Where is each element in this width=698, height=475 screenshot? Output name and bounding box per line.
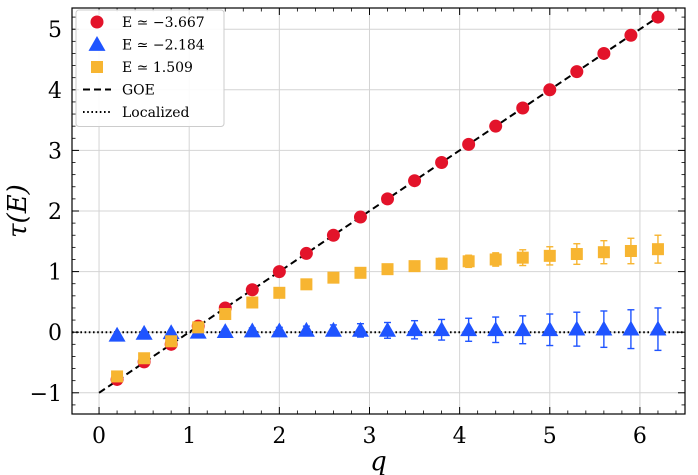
data-point — [516, 251, 529, 264]
data-point — [570, 248, 583, 261]
y-tick-label: 5 — [48, 18, 62, 43]
data-point — [487, 321, 505, 337]
x-tick-label: 0 — [92, 424, 106, 449]
data-point — [568, 320, 586, 336]
data-point — [516, 101, 530, 115]
x-tick-label: 6 — [633, 424, 647, 449]
data-point — [624, 28, 638, 42]
data-point — [595, 320, 613, 336]
data-point — [135, 324, 153, 340]
y-tick-label: 0 — [48, 321, 62, 346]
data-point — [460, 321, 478, 337]
data-point — [624, 244, 637, 257]
legend-label: GOE — [122, 83, 155, 99]
legend-label: E ≃ −2.184 — [122, 38, 205, 54]
data-markers — [108, 10, 667, 386]
data-point — [381, 192, 395, 206]
x-tick-label: 1 — [182, 424, 196, 449]
legend-marker — [90, 15, 104, 29]
data-point — [622, 320, 640, 336]
legend-label: Localized — [122, 105, 190, 121]
y-tick-label: 1 — [48, 261, 62, 286]
data-point — [243, 322, 261, 338]
data-point — [651, 10, 665, 24]
y-tick-label: 2 — [48, 200, 62, 225]
data-point — [649, 320, 667, 336]
data-point — [462, 137, 476, 151]
legend: E ≃ −3.667 E ≃ −2.184 E ≃ 1.509 GOE Localize… — [75, 9, 225, 127]
y-tick-label: 3 — [48, 139, 62, 164]
data-point — [273, 286, 286, 299]
data-point — [108, 326, 126, 342]
data-point — [138, 352, 151, 365]
data-point — [246, 296, 259, 309]
data-point — [327, 271, 340, 284]
data-point — [354, 266, 367, 279]
data-point — [381, 263, 394, 276]
data-point — [408, 260, 421, 273]
data-point — [351, 321, 369, 337]
data-point — [324, 321, 342, 337]
data-point — [326, 228, 340, 242]
data-point — [299, 246, 313, 260]
data-point — [462, 255, 475, 268]
data-point — [541, 321, 559, 337]
x-tick-label: 4 — [453, 424, 467, 449]
legend-marker — [88, 36, 106, 51]
data-point — [435, 156, 449, 170]
data-point — [435, 257, 448, 270]
legend-marker — [91, 61, 103, 73]
data-point — [216, 323, 234, 338]
data-point — [597, 46, 611, 60]
data-point — [270, 322, 288, 338]
data-point — [543, 83, 557, 97]
data-point — [192, 321, 205, 334]
x-tick-label: 2 — [272, 424, 286, 449]
data-point — [219, 308, 232, 321]
data-point — [489, 253, 502, 266]
data-point — [651, 243, 664, 256]
x-tick-label: 5 — [543, 424, 557, 449]
data-point — [489, 119, 503, 133]
data-point — [245, 283, 259, 297]
x-axis-label: q — [370, 447, 387, 475]
tick-labels: 0 1 2 3 4 5 6 −1 0 1 2 3 4 5 — [30, 18, 647, 449]
line-goe — [98, 16, 659, 394]
data-point — [514, 321, 532, 337]
grid — [72, 8, 685, 414]
data-point — [543, 249, 556, 262]
legend-label: E ≃ 1.509 — [122, 60, 193, 76]
data-point — [353, 210, 367, 224]
data-point — [406, 321, 424, 337]
data-point — [379, 321, 397, 337]
data-point — [272, 265, 286, 279]
data-point — [433, 321, 451, 337]
x-tick-label: 3 — [362, 424, 376, 449]
data-point — [111, 370, 124, 383]
data-point — [297, 321, 315, 337]
y-tick-label: −1 — [30, 382, 62, 407]
data-point — [597, 246, 610, 259]
data-point — [165, 335, 178, 348]
legend-label: E ≃ −3.667 — [122, 15, 205, 31]
data-point — [408, 174, 422, 188]
legend-box — [75, 9, 225, 127]
data-point — [300, 278, 313, 291]
y-tick-label: 4 — [48, 79, 62, 104]
data-point — [570, 65, 584, 79]
y-axis-label: τ(E) — [3, 184, 33, 238]
